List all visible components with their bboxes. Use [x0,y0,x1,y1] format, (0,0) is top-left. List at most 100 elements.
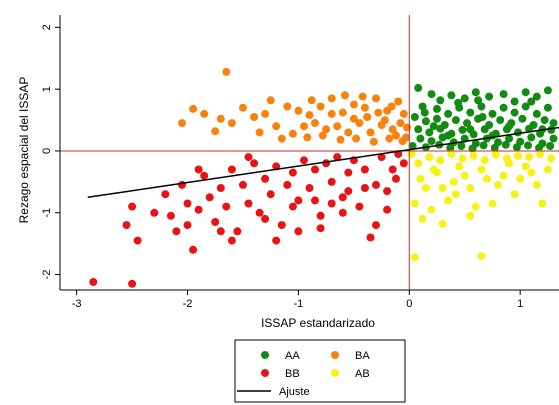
y-axis-label: Rezago espacial del ISSAP [17,77,31,224]
data-point [510,190,519,199]
y-tick-label: -2 [41,270,53,280]
data-point [283,102,292,111]
data-point [399,159,408,168]
data-point [427,205,436,214]
data-point [327,94,336,103]
data-point [536,150,545,158]
data-point [436,124,445,133]
data-point [414,159,423,168]
data-point [460,94,469,103]
data-point [451,190,460,199]
data-point [446,143,455,152]
data-point [410,113,419,121]
data-point [532,180,541,189]
data-point [388,125,397,134]
fit-line [87,126,559,199]
data-point [272,236,281,245]
data-point [261,174,270,183]
data-point [239,103,247,112]
data-point [540,116,549,125]
data-point [499,90,508,99]
data-point [372,221,380,230]
data-point [128,279,137,288]
data-point [414,83,423,92]
data-point [327,109,336,118]
data-point [425,153,434,162]
data-point [510,108,519,117]
data-point [200,109,209,118]
data-point [388,165,397,174]
data-point [421,184,430,192]
data-point [392,174,400,183]
data-point [485,92,494,101]
data-point [250,113,259,121]
data-point [189,245,198,254]
data-point [516,174,525,183]
data-point [496,116,505,125]
data-point [538,199,547,208]
data-point [222,202,231,211]
data-point [488,109,497,118]
data-point [338,193,347,202]
data-point [418,102,427,111]
data-point [399,109,408,118]
data-point [547,154,556,163]
data-point [294,196,303,205]
data-point [327,177,336,186]
data-point [387,102,396,111]
plot-area [60,15,559,290]
data-point [261,109,270,118]
data-point [427,90,436,99]
data-point [194,165,203,174]
data-point [336,135,345,144]
data-point [211,127,220,136]
data-point [272,122,281,131]
data-point [447,91,456,100]
data-point [429,165,438,174]
data-point [543,165,552,174]
data-point [333,122,342,131]
data-point [466,211,475,220]
data-point [480,125,489,134]
data-point [172,227,181,236]
data-point [527,168,536,177]
data-point [133,236,142,245]
data-point [402,133,410,142]
data-point [327,199,336,208]
data-point [233,227,242,236]
data-point [322,125,331,134]
data-point [200,171,209,180]
data-point [458,154,467,163]
data-point [344,128,353,137]
data-point [420,108,429,117]
x-axis-label: ISSAP estandarizado [261,316,375,330]
data-point [499,171,508,180]
legend-box [234,339,406,403]
data-point [474,96,483,105]
data-point [524,141,532,150]
data-point [333,153,342,162]
legend-item-ab: AB [331,368,370,380]
legend-marker [331,351,339,359]
data-point [383,187,392,196]
data-point [490,143,499,152]
x-tick-label: 0 [406,298,412,310]
data-point [505,122,514,131]
data-point [532,92,541,101]
data-point [366,128,375,137]
data-point [216,114,225,123]
legend-marker [331,369,339,377]
data-point [372,180,380,189]
data-point [344,168,353,177]
data-point [383,205,392,214]
data-point [277,221,286,230]
data-point [438,184,447,192]
data-point [216,184,225,192]
series-ab [407,150,556,262]
data-point [360,103,369,112]
data-point [425,128,434,137]
data-point [358,92,367,101]
data-point [316,224,325,233]
data-point [372,94,380,103]
